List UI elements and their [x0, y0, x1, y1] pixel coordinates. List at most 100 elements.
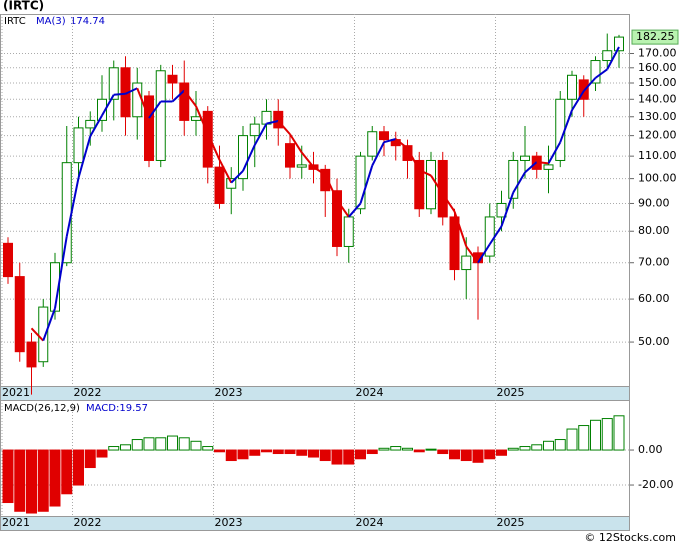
candle-body	[332, 190, 342, 247]
legend-value: 174.74	[70, 16, 105, 27]
candle-body	[238, 135, 248, 180]
candle-body	[449, 216, 460, 271]
macd-bar	[355, 449, 366, 460]
candle-body	[273, 110, 284, 129]
macd-bar	[14, 449, 26, 512]
candle-body	[496, 202, 507, 218]
legend-label: IRTC	[4, 16, 26, 27]
ma-line	[113, 92, 126, 96]
legend-label: MACD(26,12,9)	[4, 403, 80, 414]
ma-line	[218, 159, 233, 184]
macd-bar	[155, 437, 167, 451]
macd-bar	[449, 449, 460, 460]
macd-bar	[519, 446, 531, 451]
macd-bar	[413, 449, 425, 453]
candle-body	[97, 98, 107, 121]
candle-body	[367, 131, 378, 157]
macd-bar	[261, 449, 272, 453]
macd-bar	[272, 449, 284, 455]
ma-line	[183, 89, 197, 107]
last-price-label: 182.25	[636, 30, 675, 43]
ma-line	[30, 327, 44, 342]
candle-body	[202, 110, 213, 168]
y-tick-label: 70.00	[638, 256, 670, 269]
y-tick-label: 150.00	[638, 76, 677, 89]
macd-bar	[73, 449, 84, 486]
y-tick-label: 110.00	[638, 149, 677, 162]
macd-bar	[366, 449, 378, 455]
x-tick-label: 2023	[215, 386, 243, 399]
macd-bar	[49, 449, 61, 507]
ma-line	[195, 105, 209, 135]
y-tick-label: 140.00	[638, 92, 677, 105]
macd-bar	[108, 446, 120, 451]
x-tick-label: 2021	[2, 386, 30, 399]
macd-bar	[202, 446, 214, 451]
candle-body	[191, 116, 201, 121]
ma-line	[125, 87, 138, 95]
ma-line	[300, 151, 315, 168]
candle-body	[508, 159, 519, 199]
ma-line	[89, 114, 103, 137]
ma-line	[347, 202, 362, 218]
x-tick-label: 2022	[74, 516, 102, 529]
ma-line	[547, 141, 562, 164]
ma-line	[559, 109, 573, 143]
ma-line	[583, 77, 597, 92]
macd-bar	[120, 444, 131, 451]
ma-line	[477, 243, 491, 264]
candle-body	[320, 168, 331, 192]
price-panel	[0, 14, 630, 387]
ma-line	[136, 87, 150, 119]
ma-line	[371, 141, 385, 166]
y-tick-label: 50.00	[638, 335, 670, 348]
macd-bar	[484, 449, 496, 460]
y-tick-label: 60.00	[638, 292, 670, 305]
macd-bar	[390, 446, 402, 451]
ma-line	[42, 307, 56, 341]
macd-bar	[472, 449, 484, 463]
candle-body	[26, 341, 37, 368]
candle-body	[461, 255, 472, 271]
footer: © 12Stocks.com	[584, 531, 676, 544]
ma-line	[230, 170, 244, 184]
macd-bar	[566, 428, 578, 451]
macd-bar	[84, 449, 96, 469]
ma-line	[336, 199, 350, 218]
macd-bar	[131, 439, 143, 451]
macd-bar	[554, 439, 566, 451]
candle-body	[602, 50, 613, 62]
macd-bar	[613, 415, 625, 451]
ma-line	[253, 123, 268, 146]
candle-body	[379, 131, 389, 141]
ma-line	[65, 177, 80, 237]
candle-body	[144, 95, 154, 161]
candle-body	[402, 145, 413, 161]
legend-label: MA(3)	[36, 16, 66, 27]
ma-line	[430, 175, 444, 195]
ma-line	[77, 135, 92, 179]
candle-body	[555, 98, 566, 161]
ma-line	[571, 90, 585, 111]
ma-line	[465, 245, 479, 264]
ma-line	[383, 138, 397, 144]
ma-line	[512, 171, 526, 193]
ma-line	[206, 133, 221, 161]
candle-body	[214, 166, 225, 204]
candle-body	[61, 162, 72, 264]
ma-line	[289, 133, 303, 154]
ma-line	[453, 211, 468, 247]
ma-line	[500, 192, 515, 227]
x-tick-label: 2023	[215, 516, 243, 529]
ma-line	[594, 68, 608, 79]
ma-line	[242, 144, 256, 172]
macd-bar	[2, 449, 14, 504]
candle-body	[296, 164, 307, 168]
macd-bar	[249, 449, 261, 456]
macd-bar	[343, 449, 355, 465]
ma-line	[524, 161, 538, 174]
macd-bar	[590, 419, 601, 451]
candle-body	[543, 164, 554, 170]
macd-bar	[507, 447, 519, 451]
